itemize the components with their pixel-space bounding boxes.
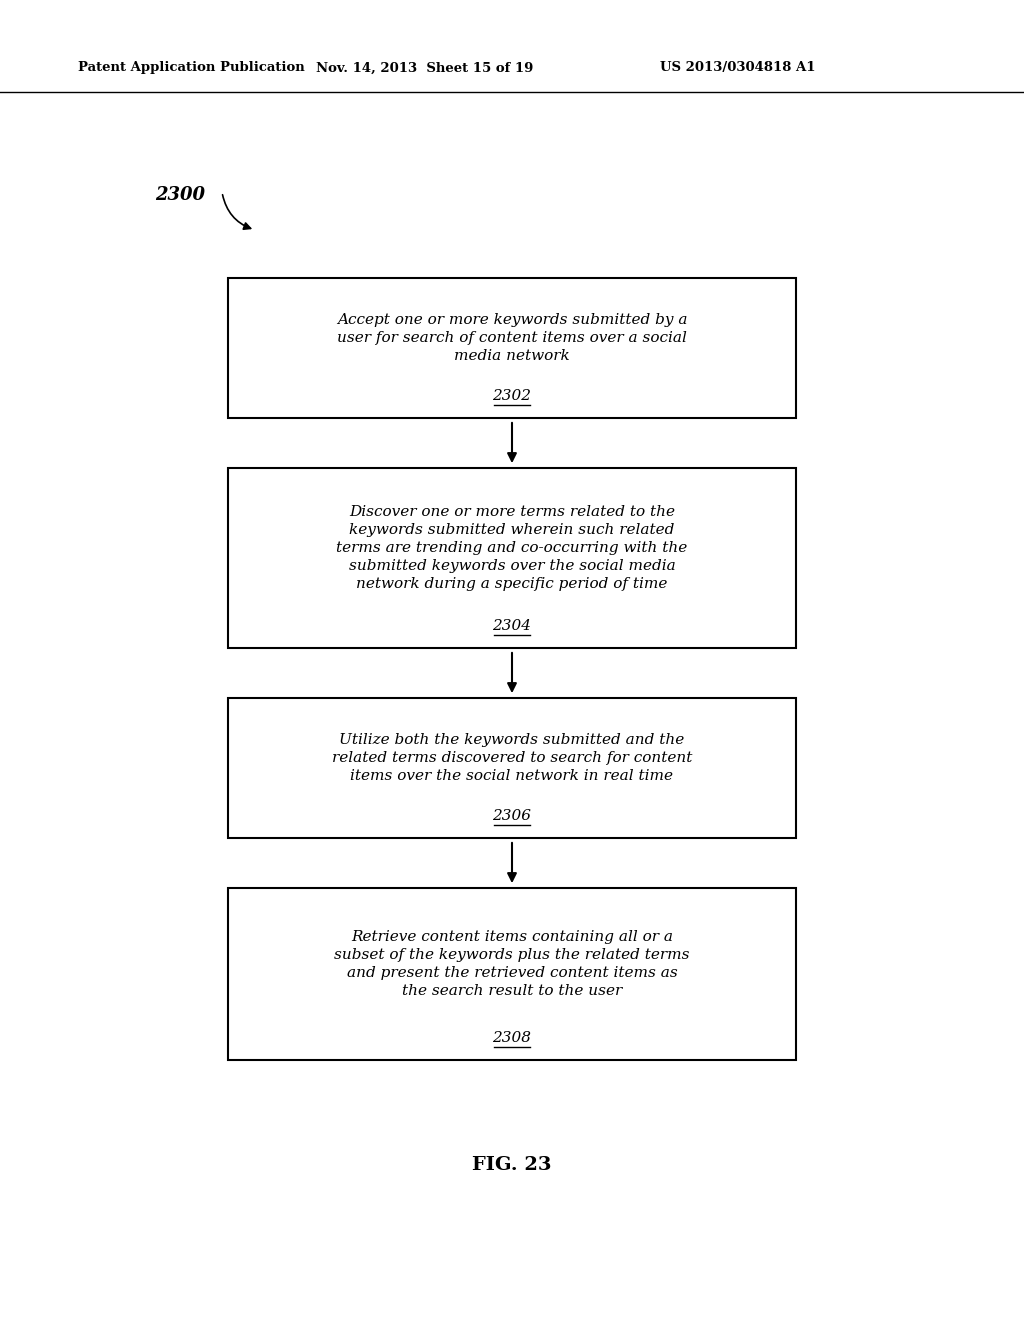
- Bar: [228, 888, 796, 1060]
- Bar: [228, 698, 796, 838]
- FancyArrowPatch shape: [508, 422, 516, 461]
- Text: 2308: 2308: [493, 1031, 531, 1045]
- Text: 2300: 2300: [155, 186, 205, 205]
- FancyArrowPatch shape: [508, 842, 516, 880]
- Text: Retrieve content items containing all or a
subset of the keywords plus the relat: Retrieve content items containing all or…: [334, 931, 690, 998]
- Text: Utilize both the keywords submitted and the
related terms discovered to search f: Utilize both the keywords submitted and …: [332, 733, 692, 783]
- FancyArrowPatch shape: [222, 195, 251, 230]
- Text: 2302: 2302: [493, 389, 531, 403]
- Bar: [228, 279, 796, 418]
- Text: US 2013/0304818 A1: US 2013/0304818 A1: [660, 62, 815, 74]
- Text: 2304: 2304: [493, 619, 531, 634]
- Bar: [228, 469, 796, 648]
- Text: Nov. 14, 2013  Sheet 15 of 19: Nov. 14, 2013 Sheet 15 of 19: [316, 62, 534, 74]
- FancyArrowPatch shape: [508, 653, 516, 690]
- Text: FIG. 23: FIG. 23: [472, 1156, 552, 1173]
- Text: Patent Application Publication: Patent Application Publication: [78, 62, 305, 74]
- Text: Discover one or more terms related to the
keywords submitted wherein such relate: Discover one or more terms related to th…: [336, 506, 688, 591]
- Text: Accept one or more keywords submitted by a
user for search of content items over: Accept one or more keywords submitted by…: [337, 313, 687, 363]
- Text: 2306: 2306: [493, 809, 531, 822]
